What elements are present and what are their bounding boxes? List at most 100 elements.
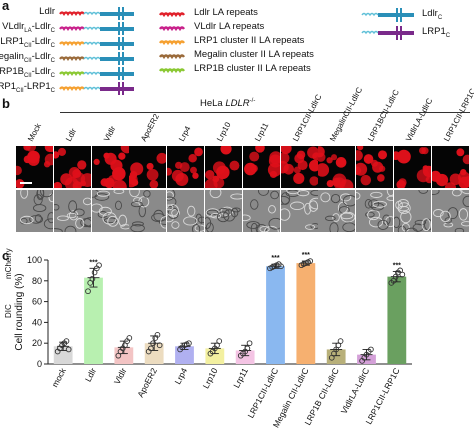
- data-point: [65, 346, 72, 353]
- legend-swatch: [159, 68, 185, 74]
- mcherry-cell: [356, 150, 364, 161]
- dic-cell: [167, 204, 180, 217]
- data-point: [150, 340, 156, 347]
- x-tick-label: mock: [50, 366, 69, 389]
- dic-cell: [223, 209, 236, 222]
- c-terminal-glyph: [100, 27, 134, 31]
- legend-label: Ldlr LA repeats: [194, 7, 258, 18]
- dic-cell: [343, 195, 356, 207]
- construct-label-mid: -Ldlr: [31, 36, 51, 47]
- c-terminal-glyph: [100, 72, 134, 76]
- dic-cell: [19, 215, 34, 225]
- mcherry-cell: [131, 178, 139, 187]
- panel-b-title-sup: -/-: [249, 98, 256, 104]
- mcherry-cell: [229, 160, 240, 171]
- construct-label-mid: -Ldlr: [31, 51, 51, 62]
- dic-cell: [91, 190, 99, 198]
- panel-b-letter: b: [2, 96, 10, 111]
- dic-cell: [53, 204, 60, 211]
- dic-cell: [102, 212, 117, 225]
- mcherry-cell: [422, 165, 431, 178]
- construct-label-mid: -LRP1: [23, 81, 51, 92]
- construct-label-sub: CII: [23, 57, 32, 64]
- panel-b: b HeLa LDLR-/- Mock Ldlr Vldlr ApoER2 Lrp4 Lr…: [0, 86, 474, 318]
- dic-cell: [285, 190, 300, 198]
- dic-cell: [36, 190, 45, 201]
- mcherry-cell: [117, 152, 126, 160]
- legend-label: VLdlr LA repeats: [194, 21, 265, 32]
- mcherry-cell: [363, 154, 374, 164]
- construct-label: LRP1BCII-LdlrC: [0, 66, 55, 79]
- mcherry-cell: [205, 170, 215, 180]
- mcherry-cell: [292, 172, 304, 185]
- dic-cell: [132, 221, 145, 227]
- dic-cell: [451, 190, 462, 197]
- mcherry-cell: [269, 151, 280, 165]
- dic-cell: [216, 211, 230, 223]
- dic-cell: [43, 218, 53, 230]
- dic-image: [16, 190, 53, 232]
- legend-swatch: [159, 12, 185, 18]
- dic-cell: [304, 224, 315, 230]
- dic-cell: [194, 224, 205, 232]
- data-point: [368, 346, 374, 353]
- condition-label: Lrp4: [177, 124, 193, 143]
- egf-domain-glyph: [83, 56, 101, 61]
- mcherry-cell: [212, 175, 220, 183]
- membrane-glyph: [122, 52, 124, 65]
- dic-cell: [367, 209, 381, 221]
- panel-b-divider: [60, 112, 470, 113]
- y-tick-label: 100: [27, 255, 42, 265]
- dic-cell: [303, 202, 311, 215]
- dic-cell: [270, 190, 279, 200]
- construct-label-main: LRP1: [0, 36, 24, 47]
- x-tick-label: Lrp4: [172, 366, 189, 386]
- mcherry-cell: [327, 180, 335, 188]
- mcherry-cell: [336, 157, 347, 168]
- dic-cell: [197, 216, 205, 224]
- mcherry-cell: [280, 160, 289, 174]
- legend-swatch-glyph: [159, 26, 185, 32]
- construct-label-main: Ldlr: [39, 6, 55, 17]
- data-point: [399, 271, 406, 278]
- data-point: [63, 338, 70, 344]
- mcherry-image: [91, 146, 129, 188]
- egf-domain-glyph: [83, 11, 101, 16]
- mcherry-cell: [449, 173, 462, 186]
- dic-cell: [183, 216, 198, 226]
- dic-cell: [342, 222, 356, 232]
- dic-cell: [114, 200, 122, 211]
- mcherry-cell: [249, 164, 258, 173]
- construct-label-sub: CII: [16, 87, 24, 94]
- dic-cell: [439, 210, 451, 222]
- data-point: [156, 342, 163, 349]
- dic-cell: [385, 216, 394, 228]
- dic-cell: [331, 193, 341, 204]
- mcherry-image: [318, 146, 356, 188]
- dic-cell: [56, 215, 69, 221]
- dic-cell: [64, 225, 77, 232]
- mcherry-image: [53, 146, 91, 188]
- dic-cell: [98, 206, 112, 216]
- dic-image: [129, 190, 167, 232]
- dic-cell: [454, 227, 464, 232]
- dic-image: [53, 190, 91, 232]
- mcherry-cell: [308, 176, 318, 186]
- dic-image: [431, 190, 469, 232]
- y-tick-label: 20: [32, 338, 42, 348]
- membrane-glyph: [122, 67, 124, 80]
- legend-label: LRP1 cluster II LA repeats: [194, 35, 305, 46]
- mcherry-cell: [249, 151, 260, 162]
- mcherry-cell: [220, 146, 232, 155]
- dic-cell: [205, 222, 214, 232]
- dic-cell: [113, 190, 124, 194]
- membrane-glyph: [396, 26, 398, 40]
- significance-label: ***: [302, 252, 310, 259]
- dic-cell: [73, 208, 85, 217]
- bar: [387, 276, 407, 364]
- dic-cell: [397, 199, 409, 208]
- mcherry-cell: [16, 165, 22, 176]
- dic-cell: [340, 212, 354, 220]
- mcherry-cell: [326, 157, 334, 164]
